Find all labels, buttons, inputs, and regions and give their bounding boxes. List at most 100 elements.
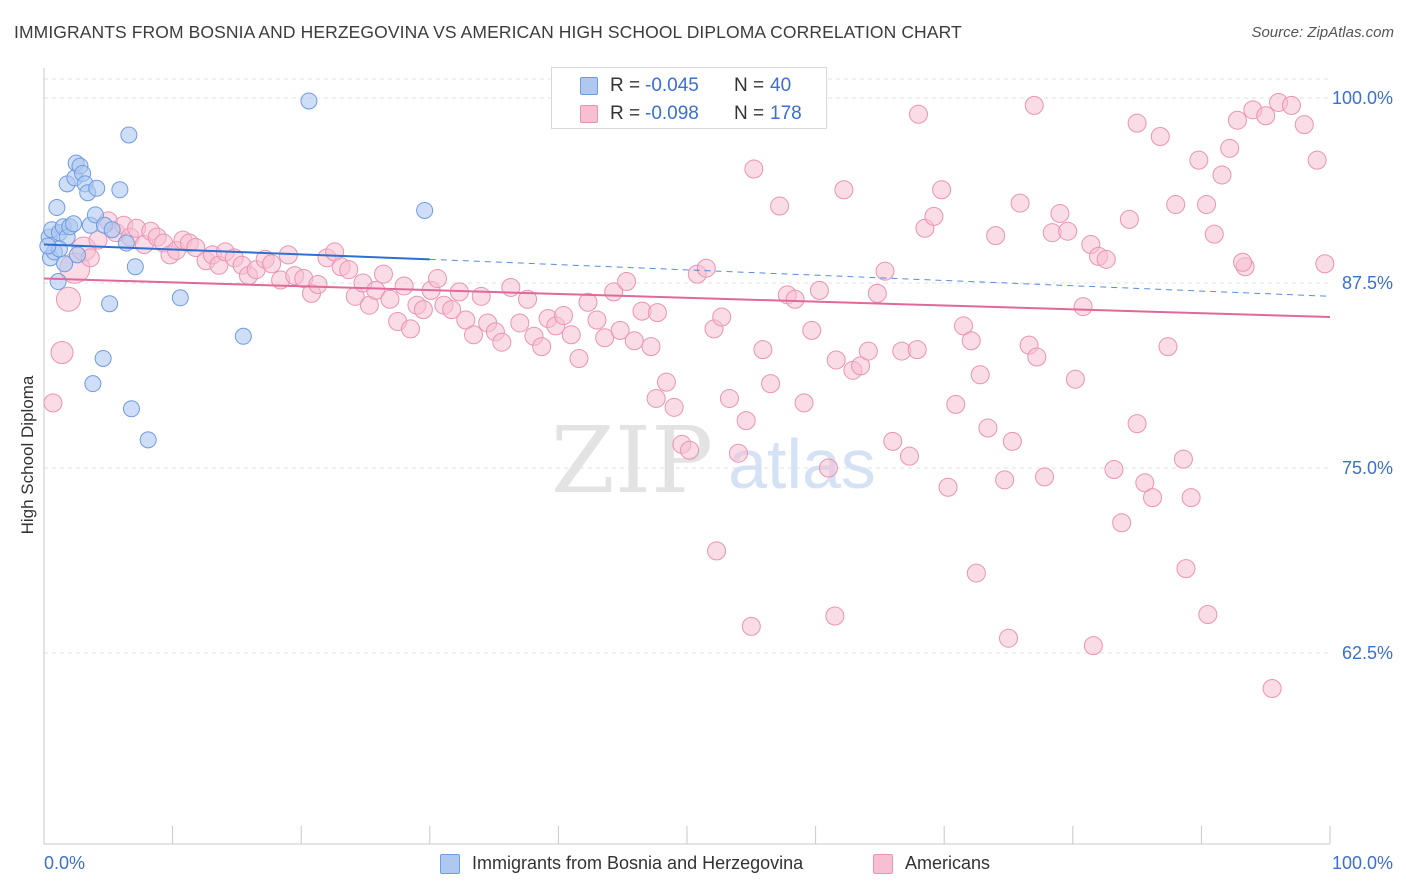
legend-label: Americans (905, 853, 991, 873)
data-point-americans (578, 292, 598, 312)
data-point-americans (664, 397, 684, 417)
data-point-americans (924, 206, 944, 226)
series-bosnia-immigrants (39, 92, 434, 449)
data-point-americans (1058, 221, 1078, 241)
data-point-americans (908, 104, 928, 124)
data-point-americans (809, 280, 829, 300)
y-tick-label: 87.5% (1342, 273, 1393, 293)
data-point-bosnia (84, 375, 102, 393)
data-point-americans (719, 388, 739, 408)
data-point-americans (595, 328, 615, 348)
data-point-americans (794, 393, 814, 413)
data-point-americans (656, 372, 676, 392)
data-point-americans (492, 332, 512, 352)
r-value: -0.045 (645, 75, 699, 96)
data-point-americans (867, 283, 887, 303)
data-point-americans (978, 418, 998, 438)
data-point-americans (707, 541, 727, 561)
data-point-americans (1262, 679, 1282, 699)
watermark-zip: ZIP (551, 407, 713, 514)
data-point-bosnia (88, 179, 106, 197)
data-point-americans (825, 606, 845, 626)
n-value: 178 (770, 103, 802, 124)
legend-swatch-pink (580, 105, 598, 123)
x-tick-label: 100.0% (1332, 853, 1393, 873)
data-point-americans (953, 316, 973, 336)
data-point-americans (728, 443, 748, 463)
data-point-americans (1096, 249, 1116, 269)
data-point-americans (510, 313, 530, 333)
data-point-americans (428, 269, 448, 289)
data-point-americans (186, 237, 206, 257)
trend-line-bosnia (43, 243, 430, 261)
data-point-americans (43, 393, 63, 413)
data-point-americans (1010, 193, 1030, 213)
n-label: N = (734, 103, 765, 124)
n-value: 40 (770, 75, 792, 96)
source-label: Source: ZipAtlas.com (1251, 24, 1394, 41)
data-point-bosnia (234, 327, 252, 345)
data-point-americans (1024, 95, 1044, 115)
data-point-americans (1112, 513, 1132, 533)
data-point-americans (858, 341, 878, 361)
data-point-americans (1315, 254, 1335, 274)
data-point-americans (875, 261, 895, 281)
data-point-americans (802, 320, 822, 340)
r-value: -0.098 (645, 103, 699, 124)
data-point-americans (587, 310, 607, 330)
trend-line-bosnia-extension (429, 258, 1331, 297)
data-point-americans (561, 325, 581, 345)
data-point-americans (744, 159, 764, 179)
n-label: N = (734, 75, 765, 96)
data-point-americans (736, 411, 756, 431)
chart-title: IMMIGRANTS FROM BOSNIA AND HERZEGOVINA V… (14, 22, 962, 42)
data-point-americans (1035, 467, 1055, 487)
correlation-legend: R = -0.045 N = 40 R = -0.098 N = 178 (551, 67, 827, 129)
data-point-americans (986, 226, 1006, 246)
data-point-bosnia (300, 92, 318, 110)
tick-labels: 100.0% 87.5% 75.0% 62.5% 0.0% 100.0% (44, 88, 1393, 873)
data-point-americans (1119, 209, 1139, 229)
data-point-bosnia (103, 221, 121, 239)
data-point-americans (501, 277, 521, 297)
data-point-americans (1002, 431, 1022, 451)
data-point-americans (413, 300, 433, 320)
data-point-bosnia (111, 181, 129, 199)
data-point-americans (554, 306, 574, 326)
data-point-americans (1158, 337, 1178, 357)
data-point-americans (1176, 559, 1196, 579)
data-point-americans (753, 340, 773, 360)
data-point-americans (380, 289, 400, 309)
data-point-americans (761, 374, 781, 394)
data-point-americans (938, 477, 958, 497)
data-point-americans (1166, 195, 1186, 215)
data-point-bosnia (101, 295, 119, 313)
data-point-americans (262, 254, 282, 274)
data-point-bosnia (122, 400, 140, 418)
data-point-americans (851, 356, 871, 376)
data-point-americans (442, 300, 462, 320)
data-point-americans (1204, 224, 1224, 244)
data-point-americans (1227, 110, 1247, 130)
data-point-bosnia (49, 273, 67, 291)
data-point-americans (680, 440, 700, 460)
legend-swatch-blue (580, 77, 598, 95)
axes (43, 68, 1331, 845)
data-point-americans (785, 289, 805, 309)
data-point-americans (834, 180, 854, 200)
data-point-americans (883, 431, 903, 451)
series-americans (43, 92, 1335, 699)
data-point-americans (401, 319, 421, 339)
data-point-bosnia (48, 199, 66, 217)
y-tick-label: 75.0% (1342, 458, 1393, 478)
data-point-americans (1189, 150, 1209, 170)
legend-swatch-blue (440, 854, 460, 874)
data-point-americans (995, 470, 1015, 490)
data-point-americans (961, 331, 981, 351)
data-point-americans (741, 616, 761, 636)
legend-row-bosnia: R = -0.045 N = 40 (552, 73, 826, 99)
data-point-bosnia (39, 237, 57, 255)
legend-row-americans: R = -0.098 N = 178 (552, 101, 826, 127)
data-point-americans (1127, 113, 1147, 133)
data-point-americans (569, 348, 589, 368)
